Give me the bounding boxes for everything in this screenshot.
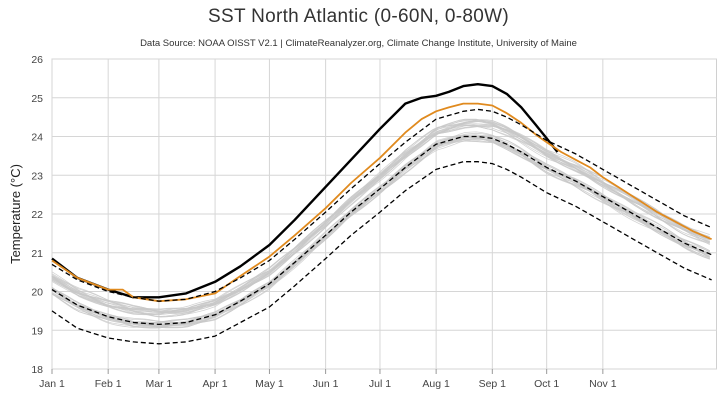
x-tick-label: Jan 1 (39, 378, 65, 390)
y-tick-label: 22 (31, 209, 43, 221)
y-tick-label: 20 (31, 287, 43, 299)
x-tick-label: Sep 1 (479, 378, 507, 390)
series-line-+2σ (51, 108, 712, 302)
x-tick-label: Jul 1 (369, 378, 391, 390)
background-year-line (51, 120, 710, 313)
background-year-line (51, 121, 710, 312)
x-tick-label: Feb 1 (95, 378, 122, 390)
background-year-line (51, 132, 710, 325)
y-tick-label: 26 (31, 54, 43, 66)
background-year-line (51, 119, 710, 312)
background-year-line (51, 119, 710, 314)
background-year-line (51, 124, 710, 313)
y-tick-label: 18 (31, 364, 43, 376)
background-year-line (51, 119, 710, 316)
background-year-line (51, 124, 710, 315)
chart-subtitle: Data Source: NOAA OISST V2.1 | ClimateRe… (140, 38, 577, 49)
background-year-line (51, 123, 710, 313)
axis-layer: 18 19 20 21 22 23 24 25 26 Jan 1 Feb 1 Mar 1 Apr 1 Ma… (31, 54, 616, 390)
y-tick-label: 19 (31, 325, 43, 337)
x-tick-label: Jun 1 (313, 378, 339, 390)
x-tick-label: May 1 (255, 378, 284, 390)
series-line-2023 (51, 83, 559, 299)
background-year-line (51, 120, 711, 311)
background-year-line (51, 135, 710, 325)
background-year-line (51, 138, 710, 328)
background-year-line (51, 124, 710, 314)
background-year-line (51, 134, 710, 328)
x-tick-label: Aug 1 (422, 378, 450, 390)
background-year-line (51, 131, 710, 325)
y-axis-label: Temperature (°C) (8, 164, 23, 264)
chart-title: SST North Atlantic (0-60N, 0-80W) (208, 6, 509, 27)
series-line--2σ (51, 161, 712, 345)
background-year-line (51, 123, 710, 312)
y-tick-label: 23 (31, 170, 43, 182)
series-layer (51, 83, 712, 345)
background-year-line (51, 121, 710, 315)
background-year-line (51, 125, 710, 316)
background-year-line (51, 120, 710, 314)
y-tick-label: 21 (31, 248, 43, 260)
x-tick-label: Oct 1 (534, 378, 559, 390)
background-year-line (51, 135, 710, 325)
background-year-line (51, 136, 711, 325)
x-tick-label: Apr 1 (203, 378, 228, 390)
background-year-line (51, 124, 710, 318)
background-year-line (51, 134, 710, 324)
x-tick-label: Nov 1 (589, 378, 617, 390)
x-tick-label: Mar 1 (145, 378, 172, 390)
series-line-mean (51, 135, 712, 326)
background-year-line (51, 125, 710, 317)
background-years-layer (51, 118, 711, 329)
background-year-line (51, 125, 710, 318)
y-tick-label: 25 (31, 93, 43, 105)
background-year-line (51, 135, 710, 324)
y-tick-label: 24 (31, 132, 43, 144)
grid-layer (51, 58, 717, 370)
background-year-line (51, 119, 710, 315)
background-year-line (51, 137, 710, 328)
